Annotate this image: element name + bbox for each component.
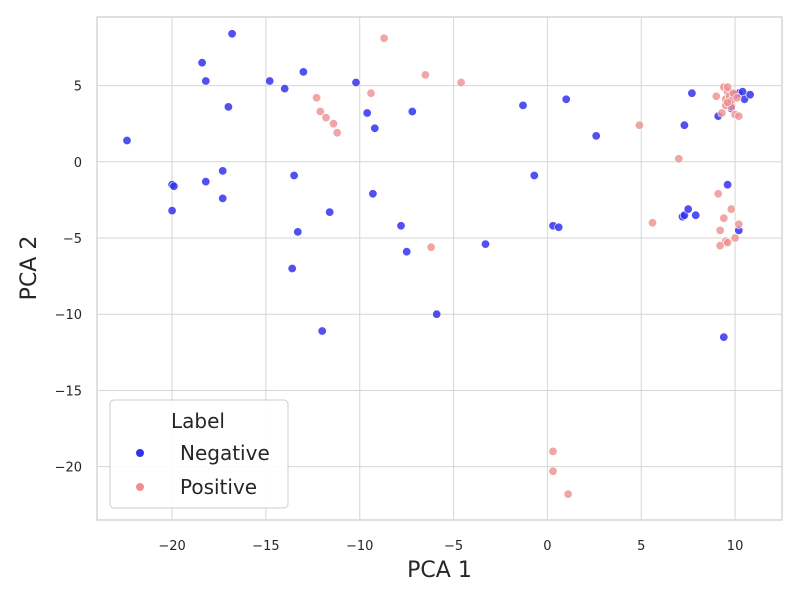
- data-point-negative: [218, 193, 228, 203]
- data-point-positive: [634, 120, 644, 130]
- data-point-positive: [563, 489, 573, 499]
- y-tick-label: −10: [55, 308, 82, 323]
- y-tick-labels: 5 0 −5 −10 −15 −20: [55, 80, 82, 476]
- y-axis-label: PCA 2: [17, 236, 42, 301]
- data-point-negative: [368, 189, 378, 199]
- data-point-positive: [456, 78, 466, 88]
- y-tick-label: 5: [74, 80, 82, 95]
- data-point-negative: [289, 171, 299, 181]
- data-point-negative: [169, 181, 179, 191]
- data-point-negative: [687, 88, 697, 98]
- data-point-positive: [723, 238, 733, 248]
- series-positive: [312, 33, 744, 499]
- data-point-negative: [201, 177, 211, 187]
- series-negative: [122, 29, 755, 342]
- x-tick-label: 0: [543, 539, 551, 554]
- data-point-positive: [732, 93, 742, 103]
- data-point-negative: [480, 239, 490, 249]
- data-point-positive: [379, 33, 389, 43]
- data-point-negative: [432, 309, 442, 319]
- y-tick-label: −20: [55, 461, 82, 476]
- data-point-positive: [711, 91, 721, 101]
- data-point-negative: [402, 247, 412, 257]
- data-point-positive: [312, 93, 322, 103]
- x-tick-label: 5: [637, 539, 645, 554]
- data-point-negative: [167, 206, 177, 216]
- y-tick-label: −15: [55, 384, 82, 399]
- data-point-negative: [561, 94, 571, 104]
- data-point-positive: [420, 70, 430, 80]
- data-point-negative: [227, 29, 237, 39]
- data-point-positive: [734, 219, 744, 229]
- data-point-positive: [713, 189, 723, 199]
- data-point-negative: [197, 58, 207, 68]
- data-point-positive: [426, 242, 436, 252]
- data-point-negative: [317, 326, 327, 336]
- data-point-negative: [280, 84, 290, 94]
- x-tick-label: 10: [727, 539, 744, 554]
- data-point-positive: [332, 128, 342, 138]
- data-point-positive: [719, 213, 729, 223]
- legend-label-positive: Positive: [180, 475, 257, 499]
- data-point-positive: [674, 154, 684, 164]
- x-tick-labels: −20 −15 −10 −5 0 5 10: [158, 539, 743, 554]
- data-point-negative: [591, 131, 601, 141]
- y-tick-label: 0: [74, 156, 82, 171]
- data-point-negative: [287, 263, 297, 273]
- data-point-positive: [647, 218, 657, 228]
- legend-box: [109, 399, 289, 509]
- data-point-positive: [366, 88, 376, 98]
- y-tick-label: −5: [63, 232, 82, 247]
- data-point-negative: [351, 78, 361, 88]
- data-point-negative: [691, 210, 701, 220]
- data-point-negative: [719, 332, 729, 342]
- data-point-positive: [315, 107, 325, 117]
- legend-marker-negative: [136, 449, 144, 457]
- data-point-negative: [683, 204, 693, 214]
- data-point-negative: [265, 76, 275, 86]
- legend-label-negative: Negative: [180, 441, 270, 465]
- legend-marker-positive: [136, 483, 144, 491]
- data-point-negative: [201, 76, 211, 86]
- data-point-negative: [529, 171, 539, 181]
- data-point-negative: [723, 180, 733, 190]
- data-point-positive: [717, 108, 727, 118]
- data-point-negative: [293, 227, 303, 237]
- data-point-positive: [548, 466, 558, 476]
- data-point-positive: [730, 233, 740, 243]
- data-point-positive: [723, 82, 733, 92]
- data-point-negative: [745, 90, 755, 100]
- x-tick-label: −5: [444, 539, 463, 554]
- data-point-negative: [370, 123, 380, 133]
- data-point-negative: [407, 107, 417, 117]
- data-point-negative: [679, 120, 689, 130]
- data-point-negative: [223, 102, 233, 112]
- data-point-negative: [554, 222, 564, 232]
- data-point-positive: [715, 241, 725, 251]
- x-tick-label: −20: [158, 539, 185, 554]
- data-point-positive: [734, 111, 744, 121]
- data-point-negative: [518, 100, 528, 110]
- data-point-negative: [218, 166, 228, 176]
- data-point-negative: [396, 221, 406, 231]
- data-point-positive: [548, 446, 558, 456]
- data-point-negative: [122, 136, 132, 146]
- data-point-negative: [362, 108, 372, 118]
- legend-title: Label: [171, 409, 225, 433]
- x-tick-label: −10: [346, 539, 373, 554]
- data-point-positive: [328, 119, 338, 129]
- legend: Label Negative Positive: [109, 399, 289, 509]
- data-point-negative: [325, 207, 335, 217]
- data-point-positive: [723, 97, 733, 107]
- x-tick-label: −15: [252, 539, 279, 554]
- data-point-negative: [298, 67, 308, 77]
- data-point-positive: [715, 225, 725, 235]
- x-axis-label: PCA 1: [407, 558, 472, 583]
- data-point-positive: [321, 113, 331, 123]
- data-point-positive: [726, 204, 736, 214]
